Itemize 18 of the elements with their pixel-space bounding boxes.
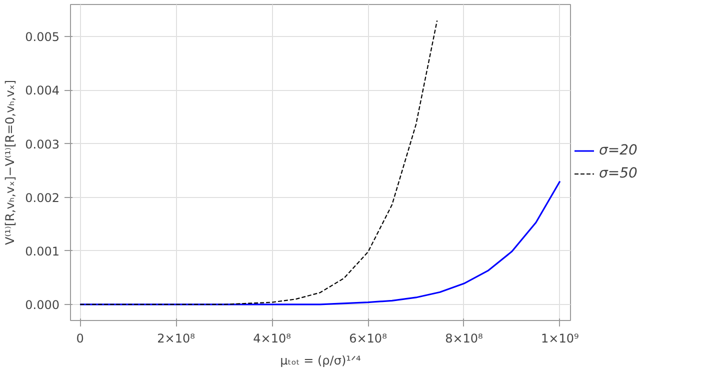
x-tick-label: 0 <box>76 332 84 346</box>
x-tick-label: 6×10⁸ <box>349 332 388 346</box>
y-tick-label: 0.002 <box>25 190 60 205</box>
x-tick-label: 1×10⁹ <box>541 332 580 346</box>
y-axis-title: V⁽¹⁾[R,vₕ,vₓ]−V⁽¹⁾[R=0,vₕ,vₓ] <box>3 80 18 245</box>
y-tick-label: 0.001 <box>25 244 60 258</box>
x-tick-label: 4×10⁸ <box>253 332 292 346</box>
x-axis-title: μₜₒₜ = (ρ/σ)¹ᐟ⁴ <box>280 354 362 368</box>
y-tick-label: 0.003 <box>25 137 60 152</box>
y-tick-label: 0.004 <box>25 84 60 98</box>
x-tick-label: 2×10⁸ <box>157 332 196 346</box>
y-tick-label: 0.000 <box>25 298 60 312</box>
line-series <box>79 180 561 306</box>
y-tick-label: 0.005 <box>25 30 60 44</box>
legend-label: σ=50 <box>599 166 638 182</box>
x-tick-label: 8×10⁸ <box>445 332 484 346</box>
line-series <box>80 20 438 305</box>
legend-label: σ=20 <box>599 142 638 158</box>
